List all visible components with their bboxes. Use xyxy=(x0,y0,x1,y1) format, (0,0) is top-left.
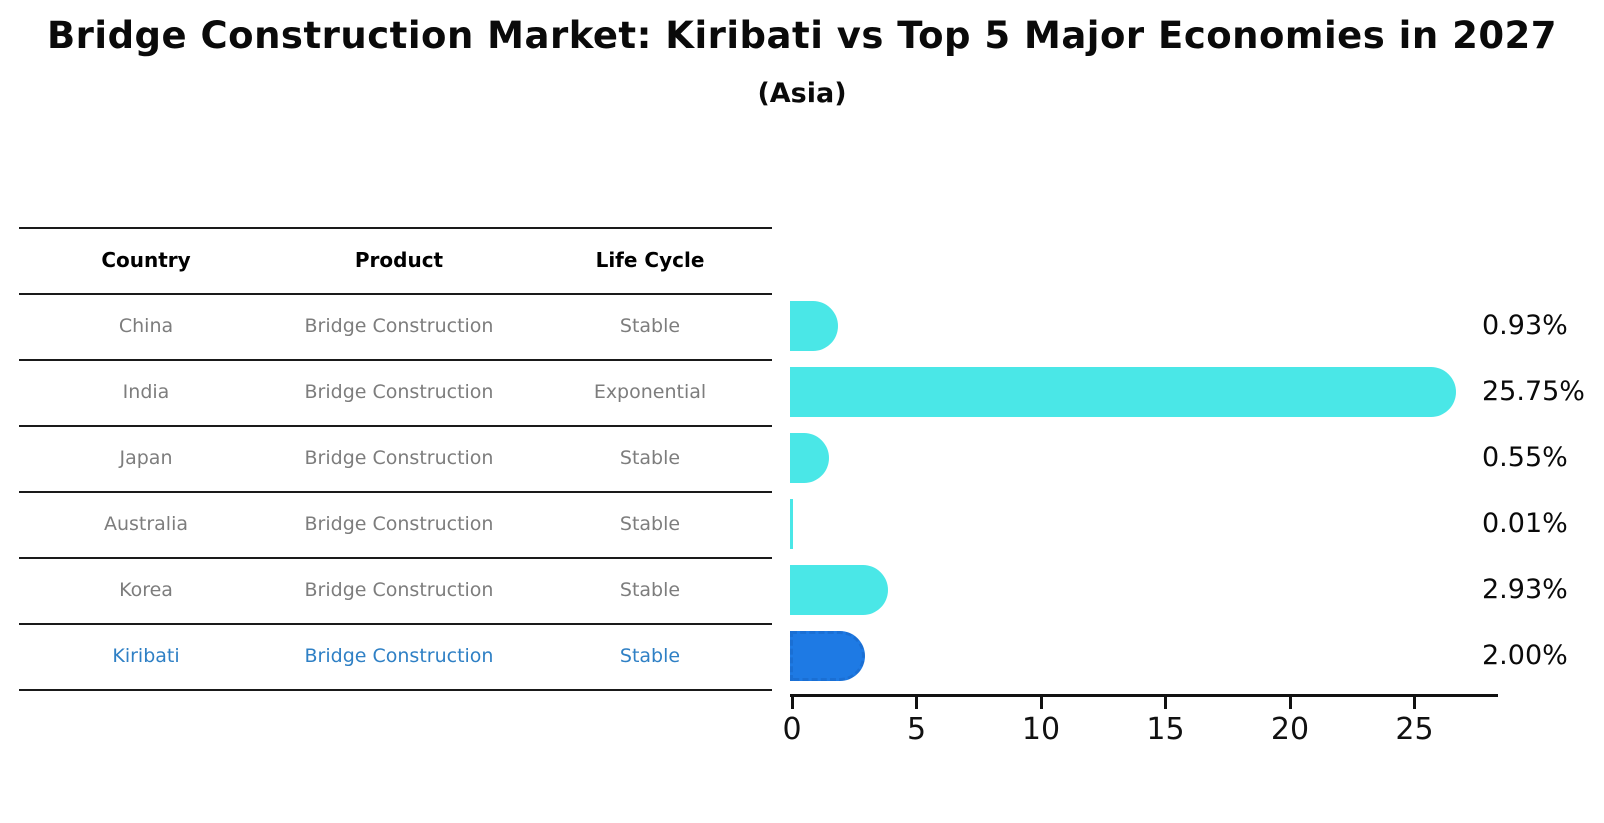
x-axis-tick-25 xyxy=(1413,697,1416,709)
table-cell-life_cycle-india: Exponential xyxy=(593,381,707,403)
bar-value-label-china: 0.93% xyxy=(1482,310,1568,341)
table-cell-life_cycle-kiribati: Stable xyxy=(619,645,681,667)
bar-value-label-australia: 0.01% xyxy=(1482,508,1568,539)
table-rule-3 xyxy=(19,425,772,427)
x-axis-tick-15 xyxy=(1164,697,1167,709)
x-axis-line xyxy=(790,694,1498,697)
bar-australia xyxy=(790,499,793,549)
table-cell-life_cycle-japan: Stable xyxy=(619,447,681,469)
x-axis-tick-label-0: 0 xyxy=(782,712,802,747)
table-header-lifecycle: Life Cycle xyxy=(595,248,705,272)
table-cell-product-japan: Bridge Construction xyxy=(304,447,494,469)
table-cell-product-korea: Bridge Construction xyxy=(304,579,494,601)
table-cell-country-korea: Korea xyxy=(119,579,173,601)
table-cell-country-china: China xyxy=(118,315,174,337)
bar-value-label-india: 25.75% xyxy=(1482,376,1585,407)
chart-title: Bridge Construction Market: Kiribati vs … xyxy=(46,14,1558,57)
bar-korea xyxy=(790,565,888,615)
bar-india xyxy=(790,367,1457,417)
table-header-product: Product xyxy=(354,248,444,272)
table-cell-country-india: India xyxy=(122,381,170,403)
table-rule-6 xyxy=(19,623,772,625)
table-cell-life_cycle-australia: Stable xyxy=(619,513,681,535)
chart-subtitle: (Asia) xyxy=(757,78,847,109)
table-cell-life_cycle-korea: Stable xyxy=(619,579,681,601)
table-cell-product-australia: Bridge Construction xyxy=(304,513,494,535)
table-rule-7 xyxy=(19,689,772,691)
table-rule-0 xyxy=(19,227,772,229)
table-cell-country-japan: Japan xyxy=(119,447,173,469)
table-cell-product-india: Bridge Construction xyxy=(304,381,494,403)
x-axis-tick-5 xyxy=(915,697,918,709)
bar-value-label-korea: 2.93% xyxy=(1482,574,1568,605)
table-cell-country-kiribati: Kiribati xyxy=(112,645,180,667)
table-rule-5 xyxy=(19,557,772,559)
bar-kiribati xyxy=(790,631,865,681)
x-axis-tick-label-25: 25 xyxy=(1395,712,1434,747)
bar-value-label-japan: 0.55% xyxy=(1482,442,1568,473)
x-axis-tick-label-5: 5 xyxy=(906,712,927,747)
bar-value-label-kiribati: 2.00% xyxy=(1482,640,1568,671)
table-cell-product-china: Bridge Construction xyxy=(304,315,494,337)
table-header-country: Country xyxy=(101,248,191,272)
table-rule-4 xyxy=(19,491,772,493)
bar-japan xyxy=(790,433,829,483)
x-axis-tick-10 xyxy=(1039,697,1043,709)
x-axis-tick-label-20: 20 xyxy=(1270,712,1310,747)
x-axis-tick-20 xyxy=(1288,697,1292,709)
bar-china xyxy=(790,301,839,351)
table-cell-life_cycle-china: Stable xyxy=(619,315,681,337)
table-rule-2 xyxy=(19,359,772,361)
table-rule-1 xyxy=(19,293,772,295)
table-cell-product-kiribati: Bridge Construction xyxy=(304,645,494,667)
x-axis-tick-0 xyxy=(790,697,794,709)
table-cell-country-australia: Australia xyxy=(103,513,189,535)
x-axis-tick-label-10: 10 xyxy=(1021,712,1061,747)
x-axis-tick-label-15: 15 xyxy=(1146,712,1185,747)
